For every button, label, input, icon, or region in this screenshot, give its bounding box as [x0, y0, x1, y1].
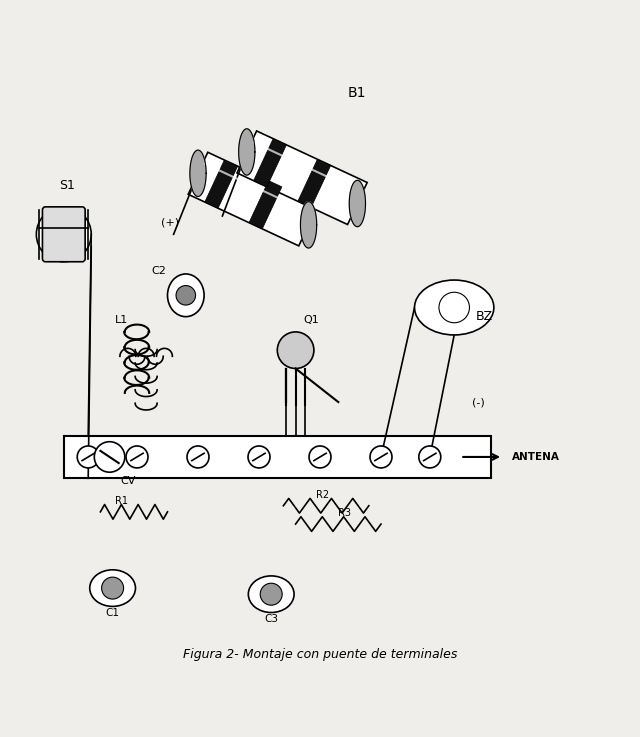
Circle shape [94, 441, 125, 472]
Ellipse shape [90, 570, 136, 607]
Text: (+): (+) [161, 217, 180, 227]
Ellipse shape [415, 280, 494, 335]
Text: CV: CV [120, 476, 136, 486]
Polygon shape [300, 202, 317, 248]
Circle shape [248, 446, 270, 468]
Circle shape [370, 446, 392, 468]
Text: BZ: BZ [476, 310, 493, 323]
Circle shape [77, 446, 99, 468]
Polygon shape [188, 153, 318, 246]
Circle shape [260, 583, 282, 605]
Circle shape [187, 446, 209, 468]
Text: L1: L1 [115, 315, 129, 325]
Circle shape [277, 332, 314, 368]
Text: Figura 2- Montaje con puente de terminales: Figura 2- Montaje con puente de terminal… [183, 649, 457, 661]
Circle shape [36, 207, 92, 262]
Circle shape [309, 446, 331, 468]
Text: (-): (-) [472, 397, 485, 407]
Text: R3: R3 [338, 508, 351, 518]
Polygon shape [349, 181, 365, 227]
Circle shape [419, 446, 441, 468]
Text: B1: B1 [348, 86, 366, 100]
Text: C3: C3 [264, 614, 278, 624]
Polygon shape [249, 181, 282, 229]
Text: S1: S1 [59, 178, 75, 192]
Text: Q1: Q1 [303, 315, 319, 325]
Circle shape [439, 293, 470, 323]
FancyBboxPatch shape [42, 207, 85, 262]
Text: R1: R1 [115, 496, 128, 506]
Polygon shape [205, 160, 237, 209]
Ellipse shape [168, 274, 204, 317]
Circle shape [126, 446, 148, 468]
Polygon shape [253, 139, 287, 187]
Circle shape [176, 285, 196, 305]
Text: R2: R2 [317, 490, 330, 500]
Polygon shape [190, 150, 206, 197]
Ellipse shape [248, 576, 294, 612]
Text: C1: C1 [106, 607, 120, 618]
Polygon shape [237, 131, 367, 225]
Text: C2: C2 [151, 266, 166, 276]
Circle shape [102, 577, 124, 599]
Polygon shape [239, 129, 255, 175]
Polygon shape [298, 159, 331, 208]
Text: ANTENA: ANTENA [512, 452, 560, 462]
FancyBboxPatch shape [64, 436, 491, 478]
